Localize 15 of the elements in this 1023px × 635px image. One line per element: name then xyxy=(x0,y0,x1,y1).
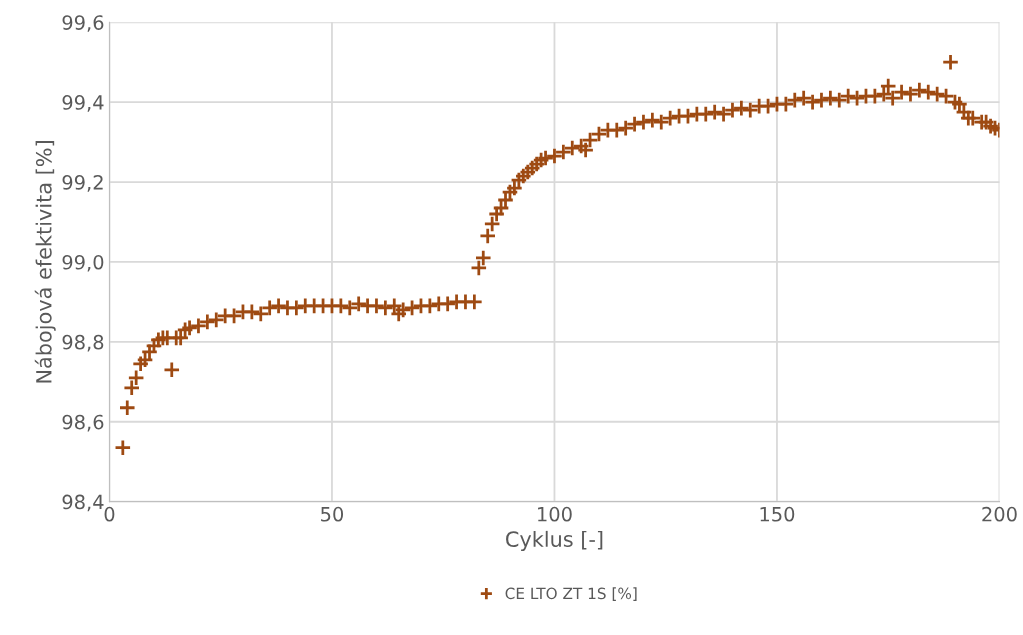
y-tick-label: 98,8 xyxy=(62,334,104,352)
x-tick-label: 150 xyxy=(760,506,795,522)
y-tick-label: 99,4 xyxy=(62,95,104,112)
legend-label: CE LTO ZT 1S [%] xyxy=(505,587,637,601)
y-tick-label: 98,6 xyxy=(62,414,104,432)
y-tick-label: 98,4 xyxy=(62,494,104,512)
y-tick-label: 99,0 xyxy=(62,254,104,272)
x-tick-label: 50 xyxy=(321,506,344,522)
x-tick-label: 0 xyxy=(104,506,115,522)
x-axis-title: Cyklus [-] xyxy=(506,530,603,552)
y-tick-label: 99,2 xyxy=(62,174,103,192)
y-axis-title: Nábojová efektivita [%] xyxy=(34,141,56,383)
x-tick-label: 200 xyxy=(982,506,1017,522)
x-tick-label: 100 xyxy=(538,506,572,522)
y-tick-label: 99,6 xyxy=(62,15,104,32)
